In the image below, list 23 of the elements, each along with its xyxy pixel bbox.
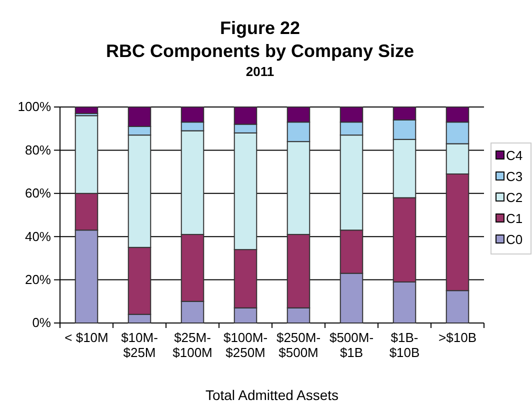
- x-tick-label: >$10B: [438, 330, 476, 345]
- x-tick-label: $250M-$500M: [276, 330, 321, 360]
- chart-title: Figure 22 RBC Components by Company Size: [106, 18, 414, 61]
- x-tick-label: $10M-$25M: [121, 330, 158, 360]
- legend-label: C1: [506, 211, 523, 226]
- x-axis-title: Total Admitted Assets: [205, 387, 339, 403]
- y-tick-label: 0%: [32, 315, 52, 330]
- x-tick-label: < $10M: [64, 330, 108, 345]
- y-tick-label: 60%: [24, 186, 52, 201]
- legend-label: C2: [506, 190, 523, 205]
- y-tick-label: 100%: [18, 99, 52, 114]
- bar: [74, 106, 98, 114]
- legend-label: C0: [506, 232, 523, 247]
- y-tick-label: 20%: [24, 272, 52, 287]
- x-tick-label: $100M-$250M: [223, 330, 268, 360]
- legend-label: C3: [506, 169, 523, 184]
- y-tick-label: 80%: [24, 142, 52, 158]
- x-tick-label: $500M-$1B: [329, 330, 374, 360]
- x-tick-label: $1B-$10B: [389, 330, 420, 360]
- x-tick-label: $25M-$100M: [172, 330, 212, 360]
- y-tick-label: 40%: [24, 228, 52, 244]
- legend-label: C4: [506, 148, 523, 163]
- chart-subtitle: 2011: [246, 64, 274, 79]
